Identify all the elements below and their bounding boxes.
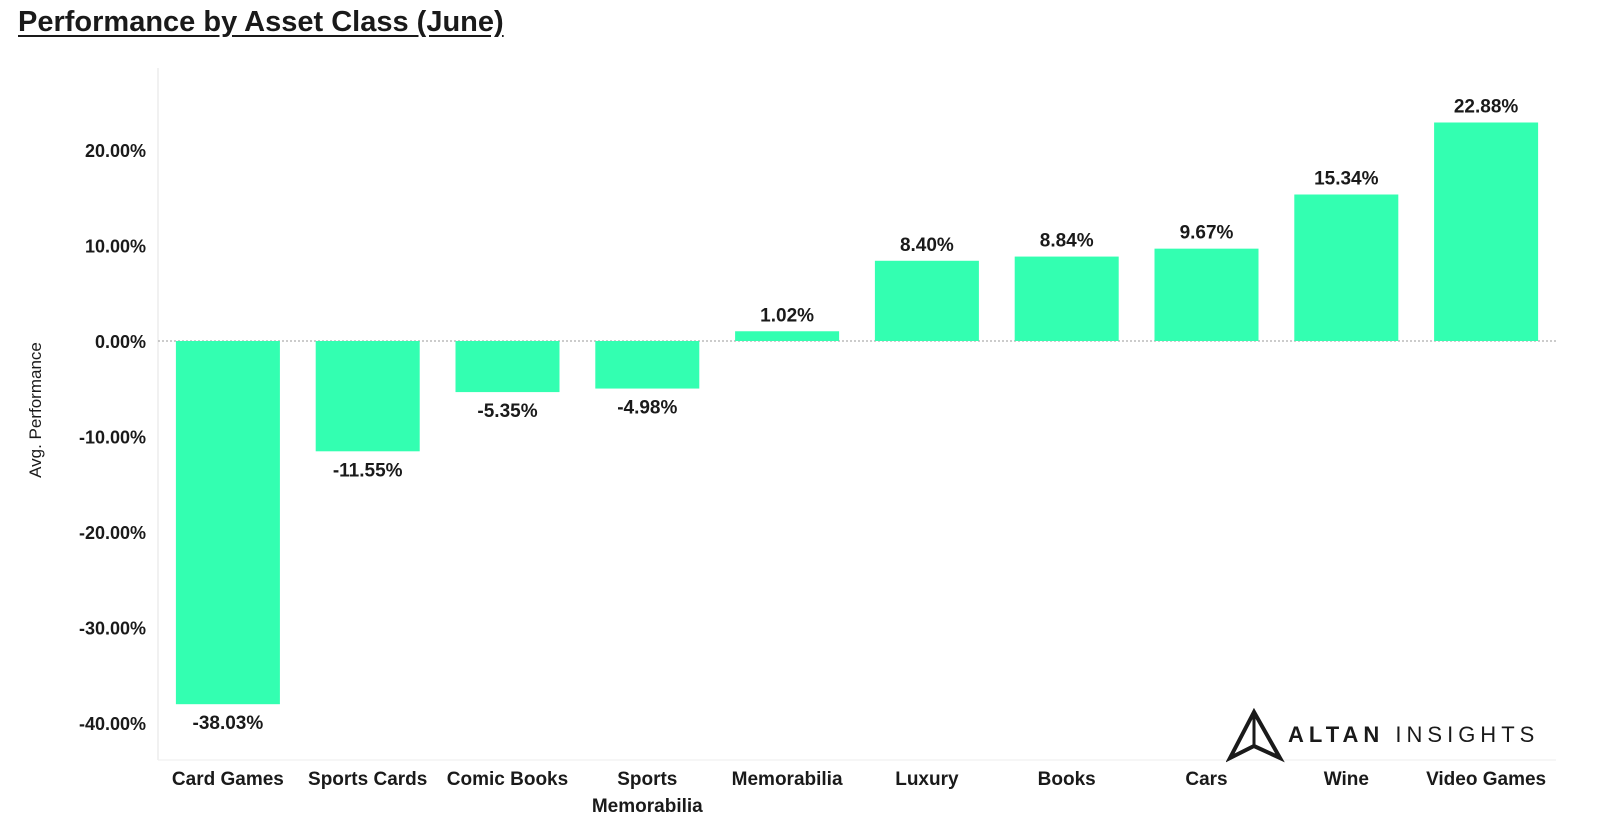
y-ticks: 20.00% 10.00% 0.00% -10.00% -20.00% -30.00% -4… bbox=[79, 141, 146, 734]
category-label: Sports Cards bbox=[308, 769, 427, 790]
altan-triangle-icon bbox=[1226, 708, 1285, 763]
bar bbox=[1154, 248, 1259, 341]
bar bbox=[735, 331, 840, 341]
y-tick-label: -30.00% bbox=[79, 619, 146, 639]
category-label: Cars bbox=[1185, 769, 1227, 790]
data-label: 1.02% bbox=[760, 305, 814, 326]
bar bbox=[1294, 194, 1399, 341]
bar bbox=[315, 341, 420, 452]
y-tick-label: 20.00% bbox=[85, 141, 146, 161]
data-label: 8.84% bbox=[1040, 231, 1094, 252]
bar bbox=[874, 260, 979, 341]
category-label: Luxury bbox=[895, 769, 959, 790]
data-label: -4.98% bbox=[617, 398, 677, 419]
data-label: 9.67% bbox=[1180, 223, 1234, 244]
bar bbox=[175, 341, 280, 705]
category-label: Comic Books bbox=[447, 769, 568, 790]
x-categories: Card Games Sports Cards Comic Books Sports M… bbox=[172, 769, 1546, 817]
bar bbox=[1434, 122, 1539, 341]
data-label: -11.55% bbox=[333, 460, 403, 481]
chart-title: Performance by Asset Class (June) bbox=[18, 6, 504, 38]
data-label: 22.88% bbox=[1454, 96, 1519, 117]
altan-insights-logo: ALTAN INSIGHTS bbox=[1226, 708, 1546, 764]
y-tick-label: -40.00% bbox=[79, 714, 146, 734]
y-tick-label: -20.00% bbox=[79, 523, 146, 543]
y-tick-label: -10.00% bbox=[79, 428, 146, 448]
data-label: 15.34% bbox=[1314, 169, 1379, 190]
category-label: Sports bbox=[617, 769, 677, 790]
category-label: Books bbox=[1038, 769, 1096, 790]
category-label: Memorabilia bbox=[592, 796, 703, 817]
logo-text-light: INSIGHTS bbox=[1395, 722, 1540, 747]
category-label: Wine bbox=[1324, 769, 1369, 790]
category-label: Video Games bbox=[1426, 769, 1546, 790]
y-tick-label: 10.00% bbox=[85, 237, 146, 257]
data-labels: -38.03% -11.55% -5.35% -4.98% 1.02% 8.40% 8.84… bbox=[193, 96, 1519, 734]
y-tick-label: 0.00% bbox=[95, 332, 146, 352]
bar bbox=[1014, 256, 1119, 341]
data-label: -38.03% bbox=[193, 713, 264, 734]
category-label: Card Games bbox=[172, 769, 284, 790]
data-label: 8.40% bbox=[900, 235, 954, 256]
category-label: Memorabilia bbox=[732, 769, 843, 790]
logo-text-bold: ALTAN bbox=[1288, 722, 1385, 747]
bar bbox=[455, 341, 560, 393]
bar bbox=[595, 341, 700, 389]
data-label: -5.35% bbox=[477, 401, 537, 422]
bars bbox=[175, 122, 1539, 705]
